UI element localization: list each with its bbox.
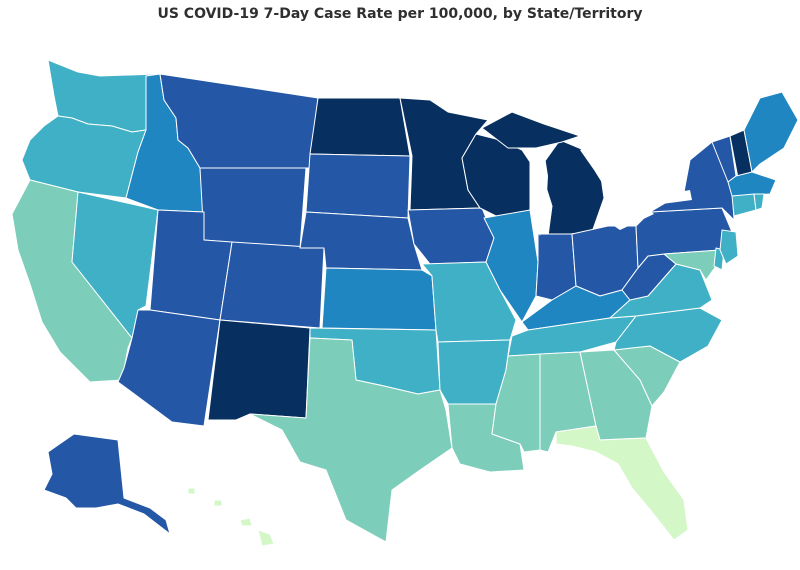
state-SD[interactable] <box>305 153 411 219</box>
lake-huron <box>580 142 612 186</box>
state-ND[interactable] <box>309 97 411 157</box>
state-HI-kauai[interactable] <box>187 487 196 495</box>
state-TX[interactable] <box>249 337 453 543</box>
state-HI-big[interactable] <box>257 529 275 547</box>
state-CO[interactable] <box>219 241 325 329</box>
state-RI[interactable] <box>753 193 765 211</box>
state-AK[interactable] <box>43 433 171 535</box>
state-KS[interactable] <box>321 267 437 331</box>
state-NJ[interactable] <box>719 229 739 265</box>
state-HI-maui[interactable] <box>239 517 253 527</box>
state-MI-UP[interactable] <box>481 111 581 149</box>
state-IA[interactable] <box>407 207 495 265</box>
state-FL[interactable] <box>555 425 689 541</box>
state-NM[interactable] <box>207 319 311 421</box>
map-title: US COVID-19 7-Day Case Rate per 100,000,… <box>157 6 643 22</box>
state-CT[interactable] <box>731 193 757 217</box>
lake-ontario <box>656 190 692 204</box>
state-WY[interactable] <box>199 167 307 249</box>
lake-erie <box>608 206 654 230</box>
state-ME[interactable] <box>743 91 799 173</box>
state-MI[interactable] <box>539 139 605 237</box>
lake-michigan <box>530 150 548 236</box>
state-AZ[interactable] <box>117 309 221 427</box>
state-HI-oahu[interactable] <box>213 499 223 507</box>
